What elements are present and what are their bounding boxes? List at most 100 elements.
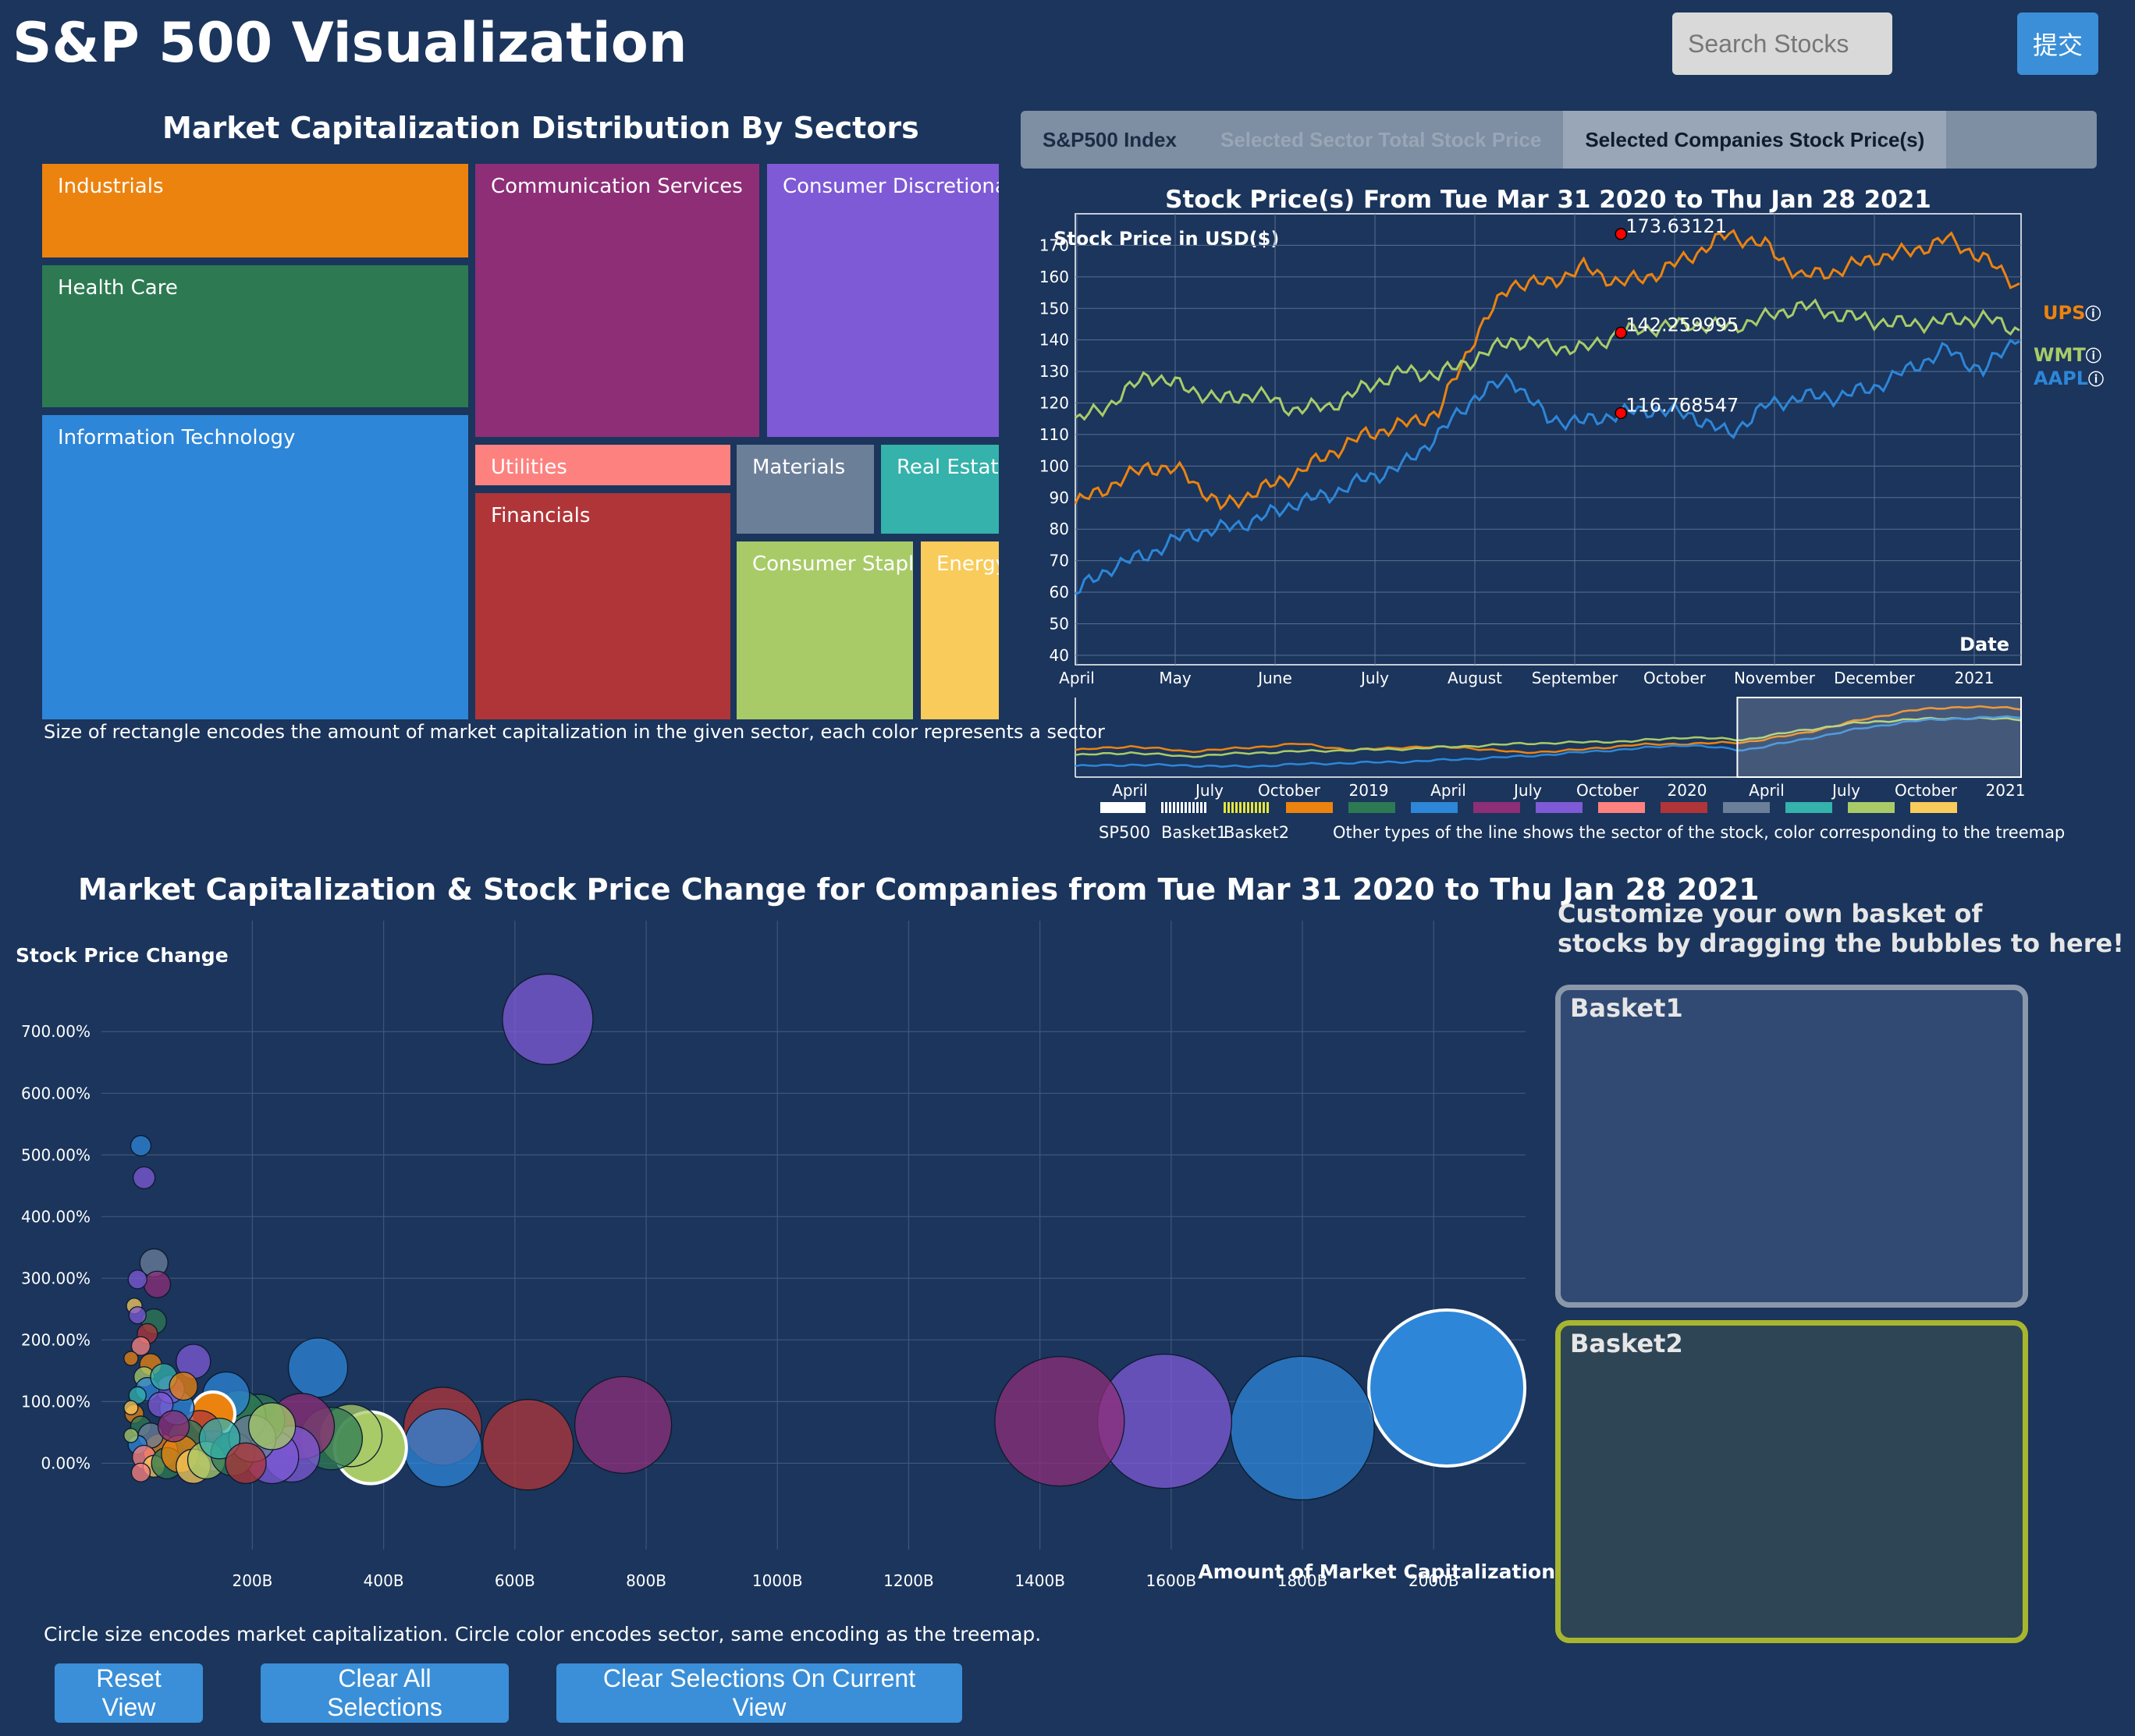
treemap-cell-label: Energy [936, 552, 999, 576]
series-line-wmt [1075, 298, 2020, 421]
legend-swatch-basket2 [1255, 802, 1257, 813]
bubble-x-tick-label: 1200B [883, 1571, 934, 1590]
treemap-cell-consumer-discretionary[interactable]: Consumer Discretionary [767, 164, 999, 437]
treemap-cell-energy[interactable]: Energy [921, 541, 999, 719]
legend-swatch-basket1 [1165, 802, 1167, 813]
treemap-cell-utilities[interactable]: Utilities [475, 445, 730, 485]
overview-tick-label: April [1112, 781, 1148, 800]
bubble-x-tick-label: 400B [364, 1571, 404, 1590]
treemap-cell-real-estate[interactable]: Real Estate [881, 445, 999, 534]
submit-button[interactable]: 提交 [2017, 12, 2098, 75]
bubble-x-tick-label: 1600B [1146, 1571, 1197, 1590]
legend-swatch-basket2 [1263, 802, 1265, 813]
treemap-cell-materials[interactable]: Materials [737, 445, 874, 534]
y-tick-label: 140 [1039, 331, 1069, 350]
bubble-information-technology[interactable] [287, 1337, 349, 1398]
reset-view-button[interactable]: Reset View [55, 1663, 203, 1723]
bubble-consumer-staples[interactable] [248, 1402, 297, 1450]
legend-swatch-basket2 [1231, 802, 1234, 813]
treemap-cell-label: Health Care [58, 276, 178, 300]
legend-swatch-basket1 [1188, 802, 1191, 813]
treemap-cell-label: Industrials [58, 175, 164, 198]
legend-swatch-energy [1910, 802, 1957, 813]
bubble-consumer-staples[interactable] [123, 1428, 139, 1443]
bubble-y-tick-label: 700.00% [21, 1022, 91, 1041]
info-icon[interactable]: ⓘ [2085, 346, 2101, 365]
bubble-x-tick-label: 1400B [1014, 1571, 1065, 1590]
treemap-cell-health-care[interactable]: Health Care [42, 265, 468, 407]
bubble-industrials[interactable] [169, 1371, 198, 1401]
clear-current-view-button[interactable]: Clear Selections On Current View [556, 1663, 962, 1723]
info-icon[interactable]: ⓘ [2085, 304, 2101, 323]
basket1-dropzone[interactable]: Basket1 [1555, 985, 2028, 1308]
legend-basket2: Basket2 [1224, 823, 1290, 842]
overview-tick-label: April [1749, 781, 1785, 800]
bubble-consumer-discretionary[interactable] [127, 1269, 147, 1290]
bubble-information-technology[interactable] [1230, 1355, 1375, 1500]
bubble-energy[interactable] [123, 1400, 139, 1415]
legend-swatch-information-technology [1411, 802, 1458, 813]
legend-swatch-sp500 [1100, 802, 1146, 813]
bubble-information-technology[interactable] [403, 1408, 482, 1488]
treemap-cell-label: Utilities [491, 456, 567, 479]
legend-swatch-basket1 [1200, 802, 1202, 813]
annotation-marker [1615, 228, 1627, 240]
x-tick-label: May [1159, 669, 1192, 687]
legend-swatch-basket1 [1196, 802, 1199, 813]
bubble-real-estate[interactable] [128, 1386, 147, 1405]
bubble-consumer-discretionary[interactable] [502, 973, 594, 1066]
bubble-utilities[interactable] [130, 1462, 151, 1482]
treemap-cell-financials[interactable]: Financials [475, 493, 730, 719]
treemap-cell-industrials[interactable]: Industrials [42, 164, 468, 257]
y-tick-label: 50 [1050, 614, 1069, 633]
info-icon[interactable]: ⓘ [2088, 370, 2105, 389]
overview-tick-label: October [1258, 781, 1321, 800]
plot-frame [1075, 213, 2022, 666]
series-line-aapl [1075, 338, 2020, 595]
tab-sector-total-price[interactable]: Selected Sector Total Stock Price [1220, 128, 1542, 151]
y-tick-label: 80 [1050, 520, 1069, 538]
treemap-title: Market Capitalization Distribution By Se… [162, 111, 919, 145]
y-tick-label: 70 [1050, 552, 1069, 570]
bubble-financials[interactable] [225, 1442, 267, 1485]
stock-price-chart: Stock Price(s) From Tue Mar 31 2020 to T… [1039, 186, 2025, 813]
bubble-industrials[interactable] [123, 1351, 139, 1366]
treemap-cell-consumer-staples[interactable]: Consumer Staples [737, 541, 913, 719]
bubble-y-tick-label: 100.00% [21, 1392, 91, 1411]
treemap-cell-communication-services[interactable]: Communication Services [475, 164, 759, 437]
bubble-utilities[interactable] [130, 1336, 151, 1356]
bubble-information-technology[interactable] [1367, 1308, 1527, 1468]
tab-selected-companies-price[interactable]: Selected Companies Stock Price(s) [1563, 111, 1947, 169]
treemap-cell-information-technology[interactable]: Information Technology [42, 415, 468, 719]
bubble-financials[interactable] [482, 1399, 574, 1491]
tab-sp500-index[interactable]: S&P500 Index [1043, 128, 1177, 151]
clear-all-selections-button[interactable]: Clear All Selections [261, 1663, 509, 1723]
treemap-cell-label: Information Technology [58, 426, 296, 449]
treemap-cell-label: Communication Services [491, 175, 743, 198]
basket2-dropzone[interactable]: Basket2 [1555, 1320, 2028, 1643]
bubble-communication-services[interactable] [994, 1355, 1125, 1487]
bubble-communication-services[interactable] [157, 1410, 190, 1443]
overview-tick-label: October [1576, 781, 1639, 800]
bubble-real-estate[interactable] [198, 1418, 241, 1460]
annotation-marker [1615, 326, 1627, 339]
y-tick-label: 120 [1039, 394, 1069, 413]
bubble-x-tick-label: 1800B [1277, 1571, 1328, 1590]
x-tick-label: August [1448, 669, 1502, 687]
basket-instruction: Customize your own basket of stocks by d… [1558, 899, 2124, 958]
line-chart-ylabel: Stock Price in USD($) [1053, 228, 1279, 250]
app-title: S&P 500 Visualization [12, 11, 687, 75]
bubble-consumer-discretionary[interactable] [128, 1306, 147, 1325]
bubble-chart-title: Market Capitalization & Stock Price Chan… [78, 872, 1760, 907]
bubble-information-technology[interactable] [130, 1134, 152, 1157]
overview-tick-label: October [1895, 781, 1958, 800]
overview-tick-label: 2019 [1349, 781, 1389, 800]
legend-swatch-basket1 [1181, 802, 1183, 813]
bubble-communication-services[interactable] [143, 1270, 172, 1298]
x-tick-label: September [1532, 669, 1618, 687]
basket1-label: Basket1 [1570, 993, 1683, 1023]
bubble-consumer-discretionary[interactable] [133, 1166, 156, 1190]
bubble-communication-services[interactable] [574, 1376, 673, 1475]
search-input[interactable] [1672, 12, 1892, 75]
legend-swatch-basket2 [1251, 802, 1253, 813]
